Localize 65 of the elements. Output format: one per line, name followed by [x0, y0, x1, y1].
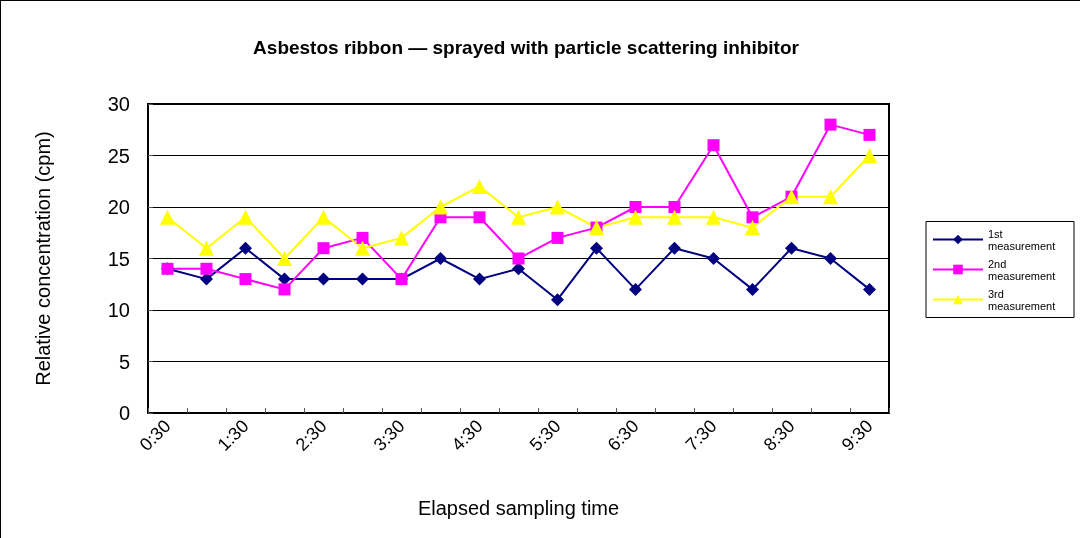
point [862, 148, 877, 163]
point [511, 209, 526, 225]
point [472, 178, 487, 194]
point [277, 251, 292, 266]
point [238, 209, 253, 225]
point [317, 272, 330, 286]
x-tick-label: 7:30 [681, 415, 721, 455]
chart-title: Asbestos ribbon — sprayed with particle scattering inhibitor [253, 37, 800, 58]
point [551, 231, 564, 244]
point [746, 211, 759, 224]
point [707, 139, 720, 152]
point [863, 128, 876, 141]
point [473, 211, 486, 224]
legend-label: 1st measurement [988, 227, 1056, 252]
point [278, 283, 291, 296]
point [823, 189, 838, 205]
x-tick-label: 0:30 [135, 415, 175, 455]
point [356, 231, 369, 244]
point [863, 282, 876, 296]
y-tick-label: 25 [107, 144, 130, 167]
y-tick-label: 10 [107, 299, 130, 321]
point [551, 293, 564, 307]
point [355, 240, 370, 256]
point [473, 272, 486, 286]
legend-label: 2nd measurement [988, 257, 1056, 282]
point [239, 241, 252, 255]
point [160, 209, 175, 225]
x-tick-label: 9:30 [837, 415, 877, 455]
point [239, 273, 252, 286]
point [434, 252, 447, 265]
y-tick-label: 0 [118, 402, 130, 424]
y-axis-title: Relative concentration (cpm) [32, 131, 54, 386]
point [317, 242, 330, 255]
point [590, 241, 603, 255]
y-tick-label: 15 [107, 247, 130, 270]
point [550, 199, 565, 215]
point [707, 252, 720, 265]
point [433, 199, 448, 215]
point [356, 272, 369, 286]
point [394, 230, 409, 246]
point [785, 241, 798, 255]
point [706, 209, 721, 225]
point [628, 209, 643, 225]
point [668, 201, 681, 213]
point [316, 209, 331, 225]
y-tick-label: 30 [107, 93, 130, 115]
point [629, 201, 642, 213]
legend-label: 3rd measurement [988, 287, 1056, 312]
y-tick-label: 20 [107, 196, 130, 218]
x-tick-label: 8:30 [759, 415, 799, 455]
point [824, 252, 837, 265]
point [199, 240, 214, 256]
point [629, 282, 642, 296]
point [200, 262, 213, 275]
x-tick-label: 4:30 [447, 415, 487, 455]
point [200, 272, 213, 286]
point [512, 252, 525, 265]
point [668, 241, 681, 255]
x-axis-title: Elapsed sampling time [417, 497, 620, 519]
point [746, 282, 759, 296]
point [745, 220, 760, 236]
point [824, 118, 837, 131]
x-tick-label: 6:30 [603, 415, 643, 455]
point [667, 209, 682, 225]
y-tick-label: 5 [118, 350, 130, 373]
